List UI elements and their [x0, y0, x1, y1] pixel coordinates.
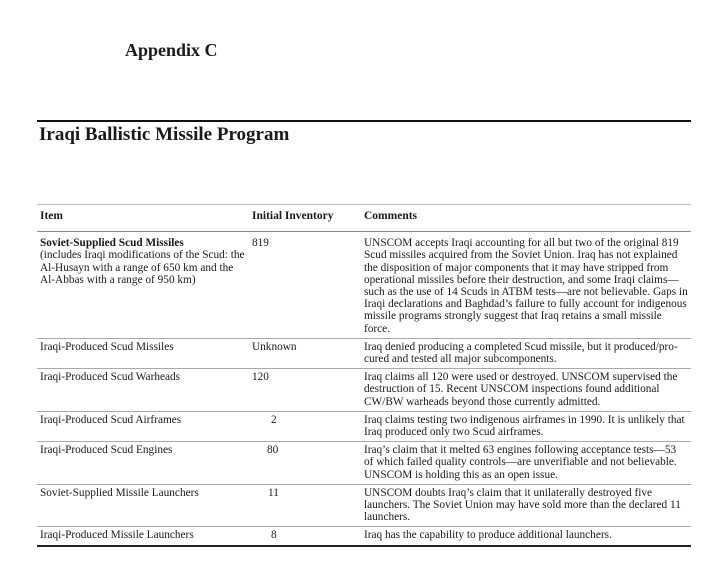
missile-program-table: Item Initial Inventory Comments Soviet-S…	[37, 203, 691, 547]
header-initial-inventory: Initial Inventory	[249, 203, 355, 232]
header-comments: Comments	[355, 203, 691, 232]
inventory-cell: 819	[249, 231, 355, 339]
table-row: Soviet-Supplied Scud Missiles (includes I…	[37, 231, 691, 339]
inventory-cell: 120	[249, 368, 355, 412]
comments-cell: Iraq claims all 120 were used or destroy…	[355, 368, 691, 412]
item-cell: Soviet-Supplied Scud Missiles (includes I…	[37, 231, 249, 339]
item-note: (includes Iraqi modifications of the Scu…	[40, 249, 245, 286]
comments-cell: UNSCOM accepts Iraqi accounting for all …	[355, 231, 691, 339]
table-row: Iraqi-Produced Missile Launchers 8 Iraq …	[37, 526, 691, 547]
table-row: Iraqi-Produced Scud Airframes 2 Iraq cla…	[37, 410, 691, 442]
item-cell: Iraqi-Produced Scud Warheads	[37, 368, 249, 412]
comments-cell: Iraq has the capability to produce addit…	[355, 526, 691, 547]
item-cell: Iraqi-Produced Scud Airframes	[37, 410, 249, 442]
item-cell: Soviet-Supplied Missile Launchers	[37, 483, 249, 527]
table-row: Iraqi-Produced Scud Warheads 120 Iraq cl…	[37, 368, 691, 412]
appendix-heading: Appendix C	[125, 40, 218, 60]
table-row: Iraqi-Produced Scud Engines 80 Iraq’s cl…	[37, 441, 691, 485]
item-cell: Iraqi-Produced Scud Engines	[37, 441, 249, 485]
comments-cell: Iraq claims testing two indigenous airfr…	[355, 410, 691, 442]
table-header: Item Initial Inventory Comments	[37, 203, 691, 232]
comments-cell: Iraq’s claim that it melted 63 engines f…	[355, 441, 691, 485]
page-title: Iraqi Ballistic Missile Program	[39, 124, 290, 145]
item-name: Soviet-Supplied Scud Missiles	[40, 237, 184, 250]
divider	[37, 120, 691, 122]
item-cell: Iraqi-Produced Scud Missiles	[37, 337, 249, 369]
inventory-cell: 8	[249, 526, 355, 547]
table-row: Soviet-Supplied Missile Launchers 11 UNS…	[37, 483, 691, 527]
item-cell: Iraqi-Produced Missile Launchers	[37, 526, 249, 547]
header-item: Item	[37, 203, 249, 232]
inventory-cell: Unknown	[249, 337, 355, 369]
inventory-cell: 80	[249, 441, 355, 485]
comments-cell: UNSCOM doubts Iraq’s claim that it unila…	[355, 483, 691, 527]
table-row: Iraqi-Produced Scud Missiles Unknown Ira…	[37, 337, 691, 369]
inventory-cell: 2	[249, 410, 355, 442]
inventory-cell: 11	[249, 483, 355, 527]
comments-cell: Iraq denied producing a completed Scud m…	[355, 337, 691, 369]
